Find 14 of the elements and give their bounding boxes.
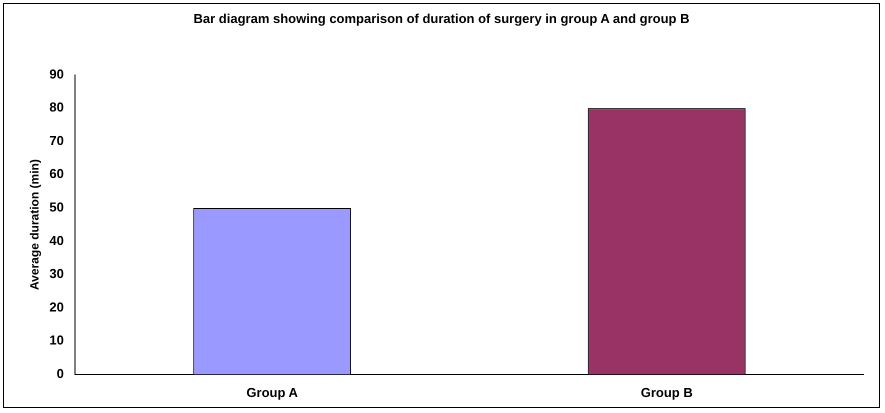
y-tick-label: 20 (49, 299, 64, 314)
y-tick-label: 60 (49, 166, 64, 182)
y-tick-label: 30 (49, 266, 64, 282)
x-tick-label: Group B (640, 384, 693, 400)
y-tick-label: 0 (56, 366, 64, 381)
y-axis-title: Average duration (min) (28, 159, 42, 290)
y-tick-label: 50 (49, 200, 64, 215)
y-tick-label: 70 (49, 132, 64, 148)
y-tick-label: 40 (49, 232, 64, 248)
y-tick-label: 90 (49, 66, 64, 82)
y-tick-label: 80 (49, 100, 64, 115)
chart-title: Bar diagram showing comparison of duration of surgery in group A and group B (192, 10, 690, 27)
y-tick-label: 10 (49, 332, 64, 348)
x-tick-label: Group A (246, 384, 299, 400)
